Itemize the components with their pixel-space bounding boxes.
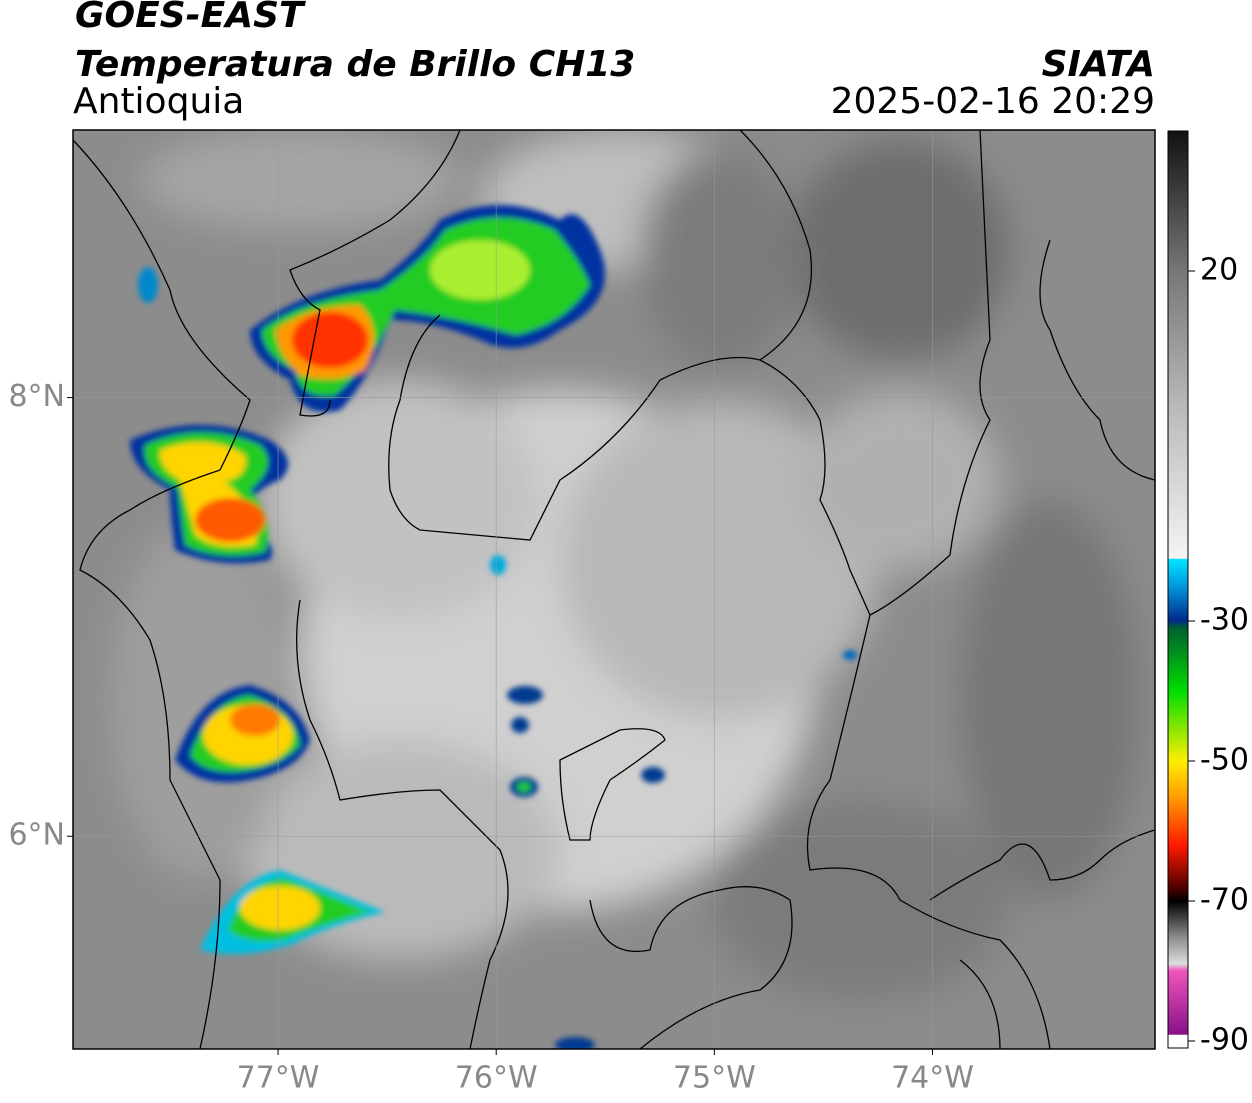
colorbar [1167,130,1189,1049]
satellite-image [73,130,1155,1049]
colorbar-tick-label: -50 [1200,743,1249,778]
x-tick-label: 74°W [891,1061,974,1096]
y-tick-label: 6°N [8,818,65,853]
colorbar-tick-label: 20 [1200,253,1238,288]
map-frame [72,129,1156,1050]
x-tick-label: 76°W [455,1061,538,1096]
title: GOES-EAST [75,0,306,36]
colorbar-tick-label: -30 [1200,603,1249,638]
x-tick-label: 77°W [237,1061,320,1096]
colorbar-tick-label: -70 [1200,883,1249,918]
x-tick-label: 75°W [673,1061,756,1096]
subtitle: Temperatura de Brillo CH13 [75,44,635,85]
source: SIATA [1042,44,1155,85]
region: Antioquia [73,81,244,122]
y-tick-label: 8°N [8,379,65,414]
datetime: 2025-02-16 20:29 [831,81,1155,122]
grid [73,130,1155,1049]
colorbar-tick-label: -90 [1200,1023,1249,1058]
